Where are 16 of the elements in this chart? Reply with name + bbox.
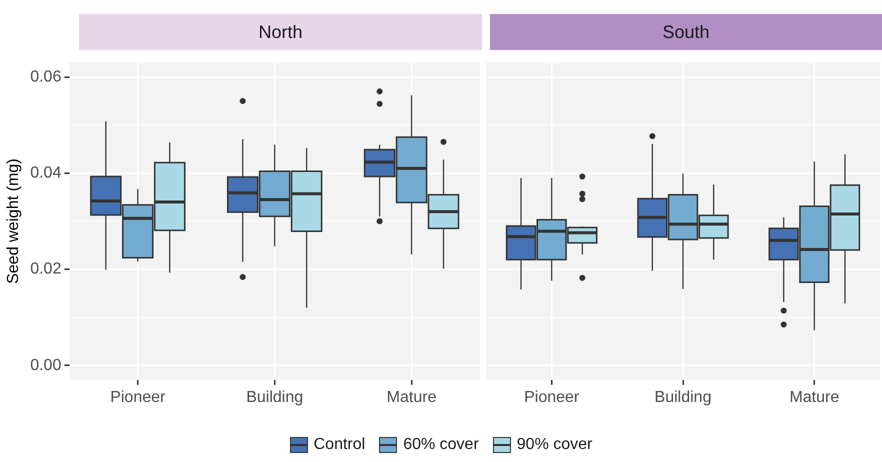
x-tick-label: Mature [789, 388, 840, 406]
y-axis-title: Seed weight (mg) [5, 158, 22, 284]
legend-label: 90% cover [516, 436, 592, 454]
y-tick-label: 0.06 [30, 68, 62, 86]
legend-label: 60% cover [403, 436, 479, 454]
x-tick-label: Building [654, 388, 712, 406]
x-tick-label: Building [246, 388, 304, 406]
chart-title: North [79, 14, 482, 50]
chart-title: South [490, 14, 882, 50]
x-tick-label: Mature [386, 388, 437, 406]
legend-label: Control [314, 436, 366, 454]
x-tick-label: Pioneer [524, 388, 580, 406]
x-tick-label: Pioneer [110, 388, 166, 406]
y-tick-label: 0.00 [30, 356, 62, 374]
y-tick-label: 0.04 [30, 164, 62, 182]
y-tick-label: 0.02 [30, 260, 62, 278]
